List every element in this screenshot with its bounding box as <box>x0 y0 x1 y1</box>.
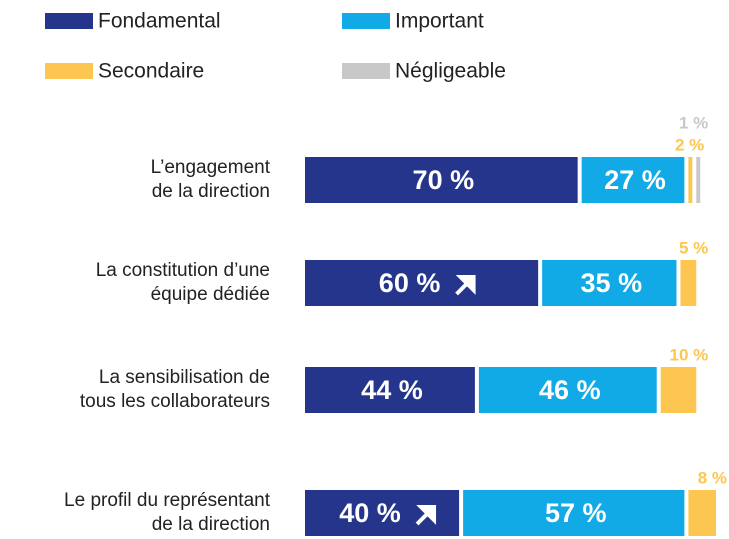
legend-swatch <box>342 13 390 29</box>
value-label: 5 % <box>679 238 708 257</box>
bar-segment <box>542 260 677 306</box>
legend-label: Important <box>395 10 484 33</box>
value-label: 27 % <box>604 165 666 195</box>
bar-segment <box>696 157 701 203</box>
bar-segment <box>680 260 697 306</box>
bar-segment <box>463 490 685 536</box>
value-label: 2 % <box>675 135 704 154</box>
category-label: Le profil du représentant <box>64 490 271 511</box>
legend-label: Négligeable <box>395 60 506 83</box>
value-label: 57 % <box>545 498 607 528</box>
legend-swatch <box>342 63 390 79</box>
bar-segment <box>581 157 685 203</box>
legend-swatch <box>45 13 93 29</box>
category-label: L’engagement <box>151 157 271 178</box>
category-label: de la direction <box>152 181 270 202</box>
bar-segment <box>688 157 693 203</box>
value-label: 60 % <box>379 268 441 298</box>
value-label: 35 % <box>581 268 643 298</box>
bar-segment <box>305 157 578 203</box>
value-label: 1 % <box>679 113 708 132</box>
legend-label: Fondamental <box>98 10 221 33</box>
value-label: 70 % <box>413 165 475 195</box>
bar-segment <box>660 367 697 413</box>
category-label: La sensibilisation de <box>99 367 270 388</box>
trend-arrow <box>455 275 476 296</box>
bar-segment <box>688 490 716 536</box>
value-label: 44 % <box>361 375 423 405</box>
value-label: 46 % <box>539 375 601 405</box>
value-label: 10 % <box>669 345 708 364</box>
category-label: La constitution d’une <box>96 260 270 281</box>
value-label: 40 % <box>339 498 401 528</box>
legend-swatch <box>45 63 93 79</box>
category-label: tous les collaborateurs <box>80 391 270 412</box>
trend-arrow <box>415 505 437 526</box>
bar-segment <box>478 367 657 413</box>
bar-segment <box>305 260 539 306</box>
bar-segment <box>305 367 475 413</box>
value-label: 8 % <box>698 468 727 487</box>
legend-label: Secondaire <box>98 60 204 83</box>
category-label: équipe dédiée <box>151 284 270 305</box>
category-label: de la direction <box>152 514 270 535</box>
